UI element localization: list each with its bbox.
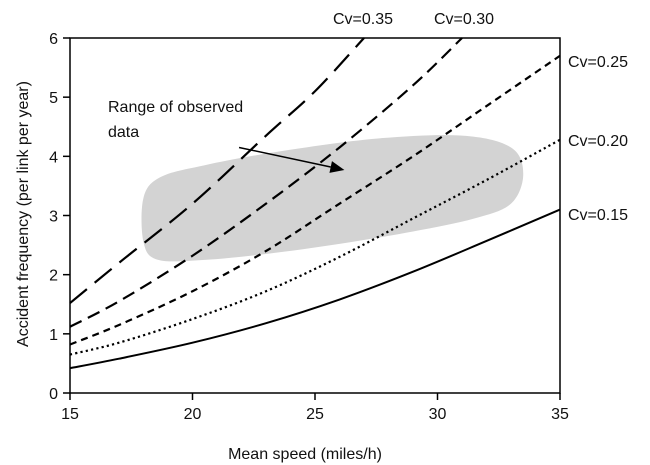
x-tick-label: 35 — [551, 406, 569, 423]
series-line-cv-0-35 — [69, 37, 365, 304]
series-labels: Cv=0.15 Cv=0.20 Cv=0.25 Cv=0.30 Cv=0.35 — [333, 11, 628, 224]
y-tick-label: 0 — [49, 386, 58, 403]
x-tick-label: 20 — [184, 406, 202, 423]
x-tick-label: 15 — [61, 406, 79, 423]
y-tick-label: 3 — [49, 209, 58, 226]
x-axis-ticks: 15 20 25 30 35 — [61, 393, 569, 423]
observed-data-region-layer — [141, 135, 524, 262]
x-tick-label: 25 — [306, 406, 324, 423]
series-line-cv-0-15 — [69, 208, 561, 370]
y-axis-ticks: 0 1 2 3 4 5 6 — [49, 31, 70, 403]
annotation-layer: Range of observed data — [108, 99, 345, 173]
x-axis-title: Mean speed (miles/h) — [228, 446, 382, 463]
y-tick-label: 4 — [49, 149, 58, 166]
annotation-line-1: Range of observed — [108, 99, 243, 116]
y-tick-label: 5 — [49, 90, 58, 107]
annotation-arrow-shaft — [238, 146, 331, 168]
series-line-cv-0-25 — [69, 54, 561, 346]
annotation-line-2: data — [108, 124, 139, 141]
annotation-arrow-head — [329, 161, 345, 173]
x-tick-label: 30 — [429, 406, 447, 423]
series-label-cv-0-30: Cv=0.30 — [434, 11, 494, 28]
series-line-cv-0-30 — [69, 37, 463, 328]
y-tick-label: 1 — [49, 327, 58, 344]
series-label-cv-0-25: Cv=0.25 — [568, 54, 628, 71]
series-label-cv-0-20: Cv=0.20 — [568, 133, 628, 150]
y-tick-label: 6 — [49, 31, 58, 48]
observed-data-region — [141, 135, 524, 262]
series-layer — [69, 37, 561, 370]
series-label-cv-0-35: Cv=0.35 — [333, 11, 393, 28]
series-label-cv-0-15: Cv=0.15 — [568, 207, 628, 224]
y-tick-label: 2 — [49, 268, 58, 285]
y-axis-title: Accident frequency (per link per year) — [15, 81, 32, 347]
